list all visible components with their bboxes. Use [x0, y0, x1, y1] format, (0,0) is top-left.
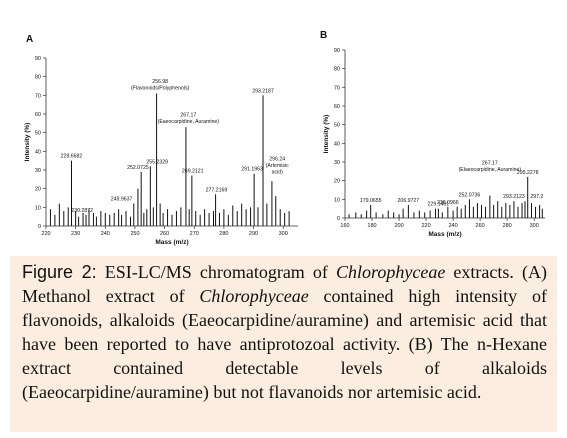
- peak-annotation: 277.2169: [206, 187, 228, 193]
- y-axis-title: Intensity (%): [323, 115, 330, 154]
- y-tick-label: 90: [334, 48, 340, 54]
- y-tick-label: 60: [334, 104, 340, 110]
- y-tick-label: 40: [35, 149, 41, 155]
- figure-label: Figure 2:: [22, 262, 97, 282]
- y-tick-label: 10: [334, 197, 340, 203]
- peak-annotation: 293.2123: [503, 194, 525, 200]
- spectrum-panel-b: B 0 10 20 30 40 50 60 70 80 90 160 180 200 220 240 260 28…: [312, 22, 560, 247]
- x-axis-title: Mass (m/z): [155, 239, 188, 246]
- peak-annotation: 267.17: [180, 113, 196, 119]
- spectrum-b-chart: B 0 10 20 30 40 50 60 70 80 90 160 180 200 220 240 260 28…: [320, 30, 545, 238]
- y-tick-label: 90: [35, 56, 41, 62]
- y-tick-label: 70: [35, 93, 41, 99]
- figure-caption: Figure 2: ESI-LC/MS chromatogram of Chlo…: [22, 260, 547, 404]
- x-tick-label: 250: [130, 231, 139, 237]
- spectrum-panel-a: A 0 10 20 30 40 50 60 70 80 90 220 230 240 250 260 270 28…: [8, 30, 308, 255]
- peak-annotation: 255.2329: [146, 159, 168, 165]
- y-tick-label: 50: [35, 131, 41, 137]
- caption-italic-term: Chlorophyceae: [336, 262, 446, 282]
- peak-annotation: 236.0966: [437, 200, 459, 206]
- caption-text: contained high intensity of flavonoids, …: [22, 286, 547, 402]
- caption-body: ESI-LC/MS chromatogram of Chlorophyceae …: [22, 262, 547, 402]
- x-tick-label: 220: [421, 223, 430, 229]
- x-tick-label: 290: [249, 231, 258, 237]
- y-tick-label: 10: [35, 205, 41, 211]
- peak-annotation: 269.2121: [182, 169, 204, 175]
- y-tick-label: 80: [334, 67, 340, 73]
- x-tick-label: 200: [394, 223, 403, 229]
- peak-annotation: 206.9727: [398, 198, 420, 204]
- y-tick-label: 80: [35, 75, 41, 81]
- y-axis-title: Intensity (%): [24, 123, 31, 162]
- x-axis-title: Mass (m/z): [428, 231, 461, 238]
- y-tick-label: 30: [35, 168, 41, 174]
- figure-caption-box: Figure 2: ESI-LC/MS chromatogram of Chlo…: [10, 256, 557, 432]
- peak-annotation: 291.1963: [241, 167, 263, 173]
- caption-text: ESI-LC/MS chromatogram of: [96, 262, 337, 282]
- peak-annotation-compound: (Flavonoids/Polyphenols): [131, 85, 190, 91]
- peak-annotation: 179.0655: [360, 198, 382, 204]
- x-tick-label: 300: [530, 223, 539, 229]
- x-tick-label: 180: [367, 223, 376, 229]
- x-tick-label: 260: [160, 231, 169, 237]
- x-tick-label: 280: [503, 223, 512, 229]
- y-tick-label: 40: [334, 141, 340, 147]
- panel-label: A: [26, 34, 33, 45]
- y-tick-label: 20: [35, 187, 41, 193]
- peak-annotation: 252.0736: [459, 192, 481, 198]
- spectrum-a-chart: A 0 10 20 30 40 50 60 70 80 90 220 230 240 250 260 270 28…: [24, 34, 298, 246]
- peak-annotation-compound: acid): [272, 169, 284, 175]
- peak-annotation: 295.2278: [517, 170, 539, 176]
- peak-annotation-compound: (Eaeocarpidine, Auramine): [158, 119, 220, 125]
- x-tick-label: 220: [41, 231, 50, 237]
- peak-annotation: 256.98: [152, 79, 168, 85]
- peak-annotation-compound: (Elaeocarpidine, Auramine): [459, 167, 522, 173]
- peak-annotation-compound: (Artemisic: [266, 163, 289, 169]
- caption-italic-term: Chlorophyceae: [199, 286, 309, 306]
- peak-annotation: 249.9637: [111, 197, 133, 203]
- x-tick-label: 230: [71, 231, 80, 237]
- peak-annotation: 293.2187: [252, 88, 274, 94]
- y-tick-label: 0: [337, 216, 340, 222]
- caption-text: extracts. (A) Methanol extract of: [22, 262, 547, 306]
- y-tick-label: 70: [334, 85, 340, 91]
- y-tick-label: 30: [334, 160, 340, 166]
- y-tick-label: 50: [334, 123, 340, 129]
- x-tick-label: 260: [476, 223, 485, 229]
- peak-annotation: 267.17: [482, 161, 498, 167]
- panel-label: B: [320, 30, 327, 41]
- y-tick-label: 60: [35, 112, 41, 118]
- x-tick-label: 300: [279, 231, 288, 237]
- x-tick-label: 160: [340, 223, 349, 229]
- x-tick-label: 240: [449, 223, 458, 229]
- peak-annotation: 229.1451: [428, 202, 450, 208]
- peak-annotation: 252.0725: [127, 165, 149, 171]
- x-tick-label: 270: [190, 231, 199, 237]
- peak-annotation: 297.2: [530, 194, 543, 200]
- x-tick-label: 280: [219, 231, 228, 237]
- peak-annotation: 296.24: [269, 156, 285, 162]
- x-tick-label: 240: [101, 231, 110, 237]
- y-tick-label: 20: [334, 179, 340, 185]
- peak-annotation: 230.2872: [71, 208, 93, 214]
- y-tick-label: 0: [38, 224, 41, 230]
- peak-annotation: 228.6682: [61, 154, 83, 160]
